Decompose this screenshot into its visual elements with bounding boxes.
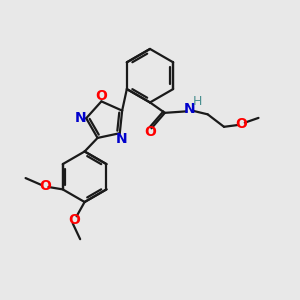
Text: N: N xyxy=(116,132,127,145)
Text: O: O xyxy=(68,213,80,227)
Text: O: O xyxy=(95,89,107,103)
Text: H: H xyxy=(193,95,202,108)
Text: N: N xyxy=(75,111,87,125)
Text: O: O xyxy=(235,117,247,131)
Text: O: O xyxy=(144,125,156,139)
Text: O: O xyxy=(39,179,51,194)
Text: N: N xyxy=(184,102,196,116)
